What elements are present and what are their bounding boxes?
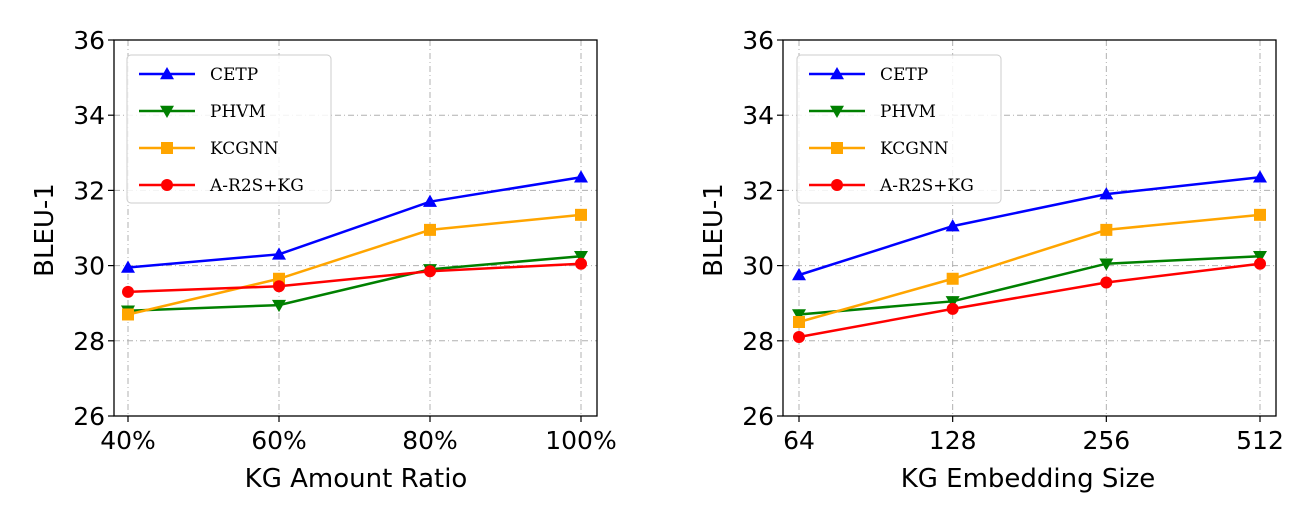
left-point-phvm-3 [574, 250, 588, 264]
left-legend-label-cetp: CETP [210, 65, 258, 85]
right-point-phvm-0 [792, 309, 806, 322]
left-ytick-label-2: 30 [73, 252, 105, 281]
right-legend-box [796, 54, 1002, 204]
left-yaxis-label: BLEU-1 [30, 183, 60, 277]
left-point-cetp-2 [423, 194, 437, 207]
left-legend-marker-cetp [160, 67, 174, 80]
left-ytick-label-0: 26 [73, 402, 105, 431]
right-ytick-label-4: 34 [742, 101, 774, 130]
right-series-line-cetp [798, 175, 1261, 277]
right-xtick-label-3: 512 [1236, 426, 1284, 455]
right-legend-label-phvm: PHVM [880, 102, 936, 122]
right-yaxis-label: BLEU-1 [699, 183, 729, 277]
left-series-line-phvm [127, 254, 582, 312]
left-series-line-cetp [127, 176, 582, 269]
right-xtick-label-2: 256 [1082, 426, 1130, 455]
left-point-a-r2s-kg-2 [424, 265, 436, 278]
left-point-kcgnn-3 [575, 208, 587, 221]
left-series-line-kcgnn [127, 213, 582, 316]
left-ytick-label-5: 36 [73, 26, 105, 55]
right-point-cetp-3 [1253, 170, 1267, 183]
right-plot-frame [782, 39, 1277, 417]
right-legend-marker-phvm [830, 105, 844, 118]
right-legend-label-a-r2s-kg: A-R2S+KG [879, 176, 974, 196]
right-legend-marker-a-r2s-kg [831, 179, 843, 191]
right-point-a-r2s-kg-0 [793, 331, 805, 344]
right-series-line-kcgnn [798, 213, 1261, 324]
left-legend-label-phvm: PHVM [210, 102, 266, 122]
left-ytick-label-4: 34 [73, 101, 105, 130]
left-point-kcgnn-2 [424, 223, 436, 236]
left-chart-kg-amount-ratio: KG Amount Ratio BLEU-1 26 28 30 32 34 36 40% 60… [30, 26, 617, 494]
left-ytick-label-3: 32 [73, 176, 105, 205]
right-point-kcgnn-0 [793, 316, 805, 328]
right-point-phvm-1 [945, 296, 960, 309]
right-point-phvm-3 [1253, 250, 1267, 264]
right-legend-label-cetp: CETP [880, 65, 928, 85]
right-point-cetp-0 [792, 268, 806, 281]
right-xtick-label-0: 64 [783, 426, 815, 455]
left-point-cetp-0 [121, 260, 135, 273]
right-point-a-r2s-kg-1 [946, 302, 959, 315]
left-ytick-label-1: 28 [73, 327, 105, 356]
right-point-a-r2s-kg-3 [1254, 257, 1266, 270]
left-point-a-r2s-kg-1 [273, 280, 285, 293]
right-series-line-phvm [798, 254, 1261, 316]
right-ytick-label-2: 30 [742, 252, 774, 281]
right-legend-marker-cetp [830, 67, 844, 80]
right-point-kcgnn-3 [1254, 208, 1266, 221]
left-legend-label-a-r2s-kg: A-R2S+KG [209, 176, 304, 196]
right-xaxis-label: KG Embedding Size [901, 464, 1156, 494]
right-legend-label-kcgnn: KCGNN [880, 139, 949, 159]
right-legend-marker-kcgnn [831, 142, 843, 154]
right-series-line-a-r2s-kg [798, 262, 1261, 339]
right-ytick-label-0: 26 [742, 402, 774, 431]
right-xtick-label-1: 128 [929, 426, 977, 455]
left-point-phvm-1 [272, 299, 286, 313]
left-legend-label-kcgnn: KCGNN [210, 139, 279, 159]
left-legend-marker-phvm [160, 105, 174, 118]
left-xtick-label-0: 40% [100, 426, 156, 455]
left-point-cetp-1 [272, 247, 286, 260]
right-point-cetp-2 [1099, 187, 1114, 200]
right-ytick-label-1: 28 [742, 327, 774, 356]
right-point-cetp-1 [945, 219, 960, 232]
left-legend-box [126, 54, 332, 204]
left-point-cetp-3 [574, 170, 588, 183]
left-xtick-label-1: 60% [251, 426, 307, 455]
left-plot-frame [113, 39, 598, 417]
right-point-a-r2s-kg-2 [1100, 276, 1113, 289]
right-ytick-label-3: 32 [742, 176, 774, 205]
left-point-a-r2s-kg-0 [122, 285, 134, 298]
left-series-line-a-r2s-kg [127, 262, 582, 294]
right-point-kcgnn-1 [946, 272, 959, 285]
left-xaxis-label: KG Amount Ratio [245, 464, 468, 494]
right-ytick-label-5: 36 [742, 26, 774, 55]
left-xtick-label-3: 100% [545, 426, 616, 455]
right-point-phvm-2 [1099, 258, 1114, 271]
left-point-kcgnn-0 [122, 308, 134, 321]
left-legend-marker-a-r2s-kg [161, 179, 173, 191]
right-point-kcgnn-2 [1100, 223, 1113, 236]
left-legend-marker-kcgnn [161, 142, 173, 154]
left-point-a-r2s-kg-3 [575, 257, 587, 270]
right-chart-kg-embedding-size: KG Embedding Size BLEU-1 26 28 30 32 34 36 64 1… [699, 26, 1284, 494]
left-xtick-label-2: 80% [402, 426, 458, 455]
